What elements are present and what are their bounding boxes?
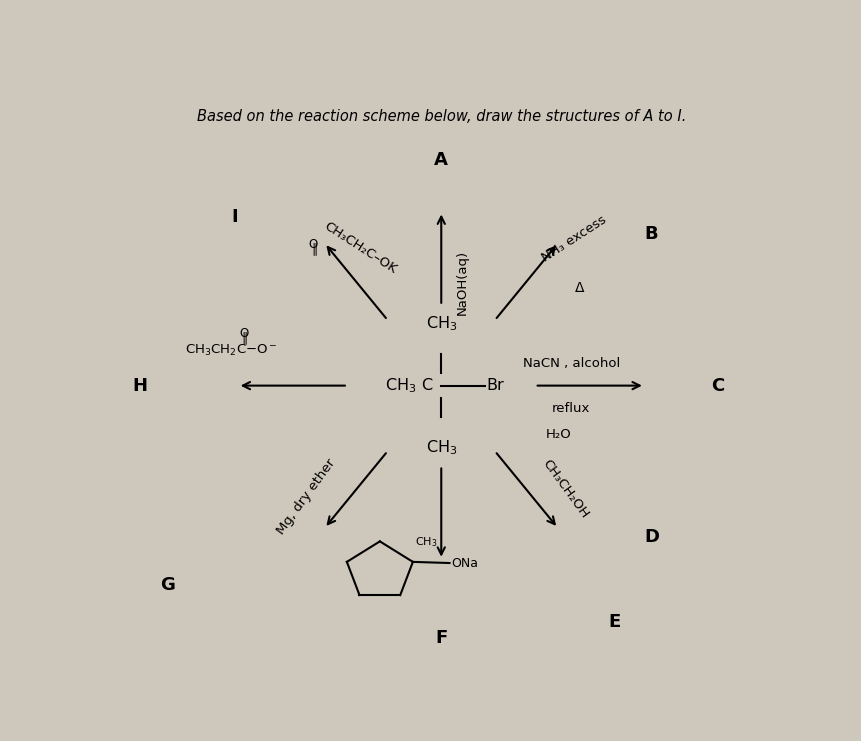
Text: B: B xyxy=(645,225,659,243)
Text: H: H xyxy=(132,376,147,395)
Text: CH$_3$CH$_2$C$-$O$^-$: CH$_3$CH$_2$C$-$O$^-$ xyxy=(185,343,278,358)
Text: O: O xyxy=(308,238,318,251)
Text: $-$: $-$ xyxy=(456,378,470,393)
Text: Mg, dry ether: Mg, dry ether xyxy=(275,457,338,537)
Text: O: O xyxy=(239,327,248,340)
Text: ONa: ONa xyxy=(451,556,479,570)
Text: Br: Br xyxy=(486,378,504,393)
Text: F: F xyxy=(435,629,448,647)
Text: CH₃CH₂C–OK: CH₃CH₂C–OK xyxy=(321,219,399,276)
Text: CH$_3$: CH$_3$ xyxy=(425,438,457,456)
Text: NaCN , alcohol: NaCN , alcohol xyxy=(523,356,620,370)
Text: A: A xyxy=(434,151,449,169)
Text: C: C xyxy=(711,376,725,395)
Text: E: E xyxy=(609,614,621,631)
Text: Δ: Δ xyxy=(575,282,585,296)
Text: NaOH(aq): NaOH(aq) xyxy=(456,250,469,316)
Text: reflux: reflux xyxy=(552,402,591,415)
Text: $\parallel$: $\parallel$ xyxy=(239,330,248,348)
Text: NH₃ excess: NH₃ excess xyxy=(540,213,610,264)
Text: G: G xyxy=(160,576,175,594)
Text: CH$_3$: CH$_3$ xyxy=(425,314,457,333)
Text: Based on the reaction scheme below, draw the structures of A to I.: Based on the reaction scheme below, draw… xyxy=(196,109,686,124)
Text: CH₃CH₂OH: CH₃CH₂OH xyxy=(540,457,592,521)
Text: I: I xyxy=(231,208,238,226)
Text: $\parallel$: $\parallel$ xyxy=(308,242,318,259)
Text: H₂O: H₂O xyxy=(545,428,571,442)
Text: D: D xyxy=(644,528,659,546)
Text: CH$_3$: CH$_3$ xyxy=(415,536,437,549)
Text: CH$_3$ C: CH$_3$ C xyxy=(385,376,433,395)
